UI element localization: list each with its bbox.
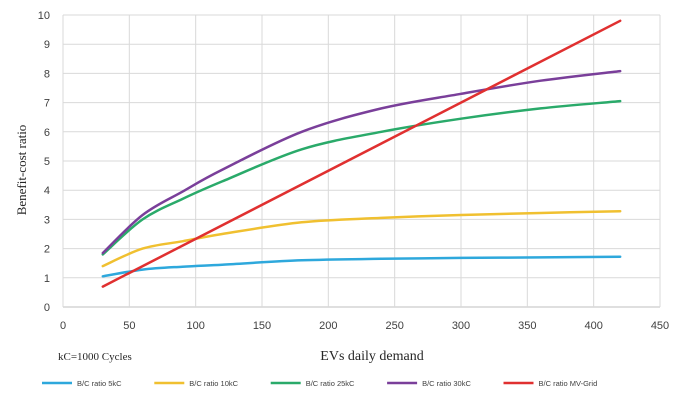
y-tick-label: 7 <box>44 98 50 110</box>
legend-label: B/C ratio 10kC <box>189 379 238 388</box>
series-lines <box>101 19 622 288</box>
legend-label: B/C ratio 5kC <box>77 379 122 388</box>
y-tick-label: 3 <box>44 214 50 226</box>
y-tick-labels: 0 1 2 3 4 5 6 7 8 9 10 <box>38 10 50 314</box>
y-tick-label: 5 <box>44 156 50 168</box>
series-line-1 <box>101 255 622 278</box>
grid <box>62 14 661 308</box>
y-tick-label: 9 <box>44 39 50 51</box>
y-tick-label: 1 <box>44 273 50 285</box>
y-tick-label: 8 <box>44 68 50 80</box>
legend-label: B/C ratio MV-Grid <box>539 379 598 388</box>
x-tick-label: 100 <box>186 320 204 332</box>
x-tick-label: 350 <box>518 320 536 332</box>
x-tick-labels: 0 50 100 150 200 250 300 350 400 450 <box>60 320 669 332</box>
x-tick-label: 450 <box>651 320 669 332</box>
x-tick-label: 250 <box>385 320 403 332</box>
y-axis-title: Benefit-cost ratio <box>14 125 29 216</box>
y-tick-label: 2 <box>44 244 50 256</box>
y-tick-label: 4 <box>44 185 50 197</box>
cycles-note: kC=1000 Cycles <box>58 351 132 363</box>
y-tick-label: 10 <box>38 10 50 22</box>
x-tick-label: 200 <box>319 320 337 332</box>
legend-label: B/C ratio 30kC <box>422 379 471 388</box>
x-tick-label: 300 <box>452 320 470 332</box>
series-line-5 <box>101 19 622 288</box>
y-tick-label: 0 <box>44 302 50 314</box>
series-line-2 <box>101 209 622 268</box>
series-line-4 <box>101 69 622 255</box>
x-tick-label: 50 <box>123 320 135 332</box>
legend: B/C ratio 5kC B/C ratio 10kC B/C ratio 25k… <box>42 379 597 388</box>
y-tick-label: 6 <box>44 127 50 139</box>
legend-label: B/C ratio 25kC <box>306 379 355 388</box>
x-axis-title: EVs daily demand <box>320 349 423 364</box>
x-tick-label: 150 <box>253 320 271 332</box>
x-tick-label: 400 <box>584 320 602 332</box>
x-tick-label: 0 <box>60 320 66 332</box>
series-line-3 <box>101 99 622 256</box>
